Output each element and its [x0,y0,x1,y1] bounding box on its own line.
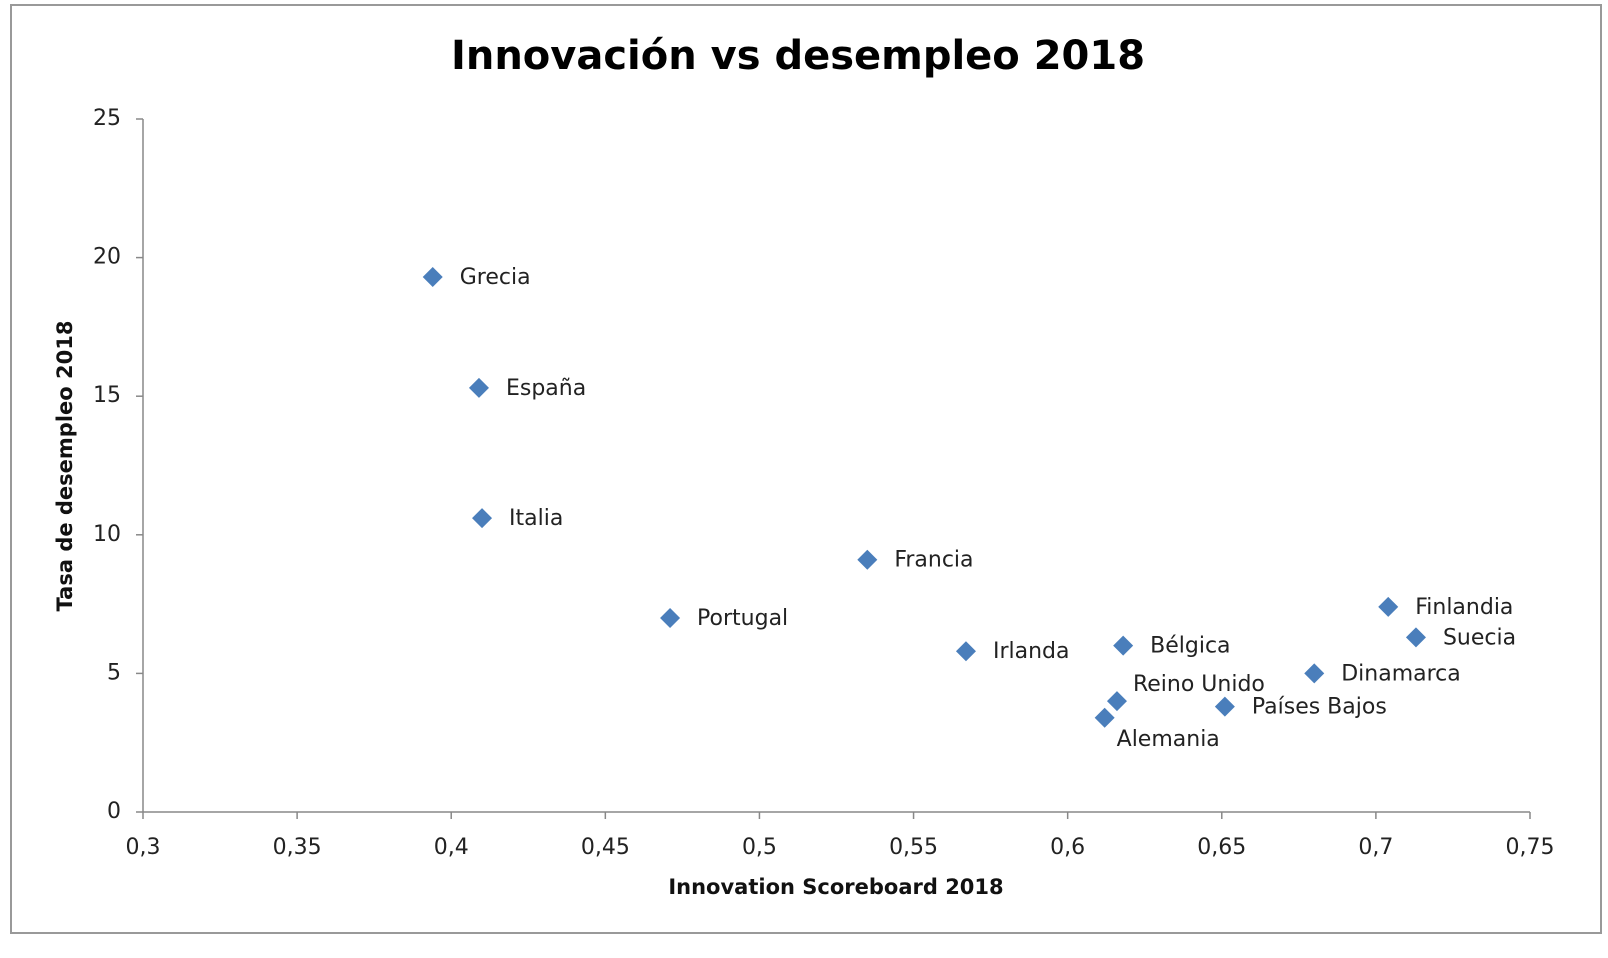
y-axis-label: Tasa de desempleo 2018 [53,321,77,612]
point-label: Italia [509,506,563,531]
point-label: Bélgica [1150,634,1230,659]
y-tick-label: 5 [107,660,121,685]
x-tick-label: 0,35 [273,835,322,860]
point-label: Finlandia [1415,595,1513,620]
point [1106,691,1127,712]
x-tick-label: 0,5 [742,835,777,860]
point [472,508,493,529]
y-tick-label: 0 [107,799,121,824]
x-tick-label: 0,65 [1197,835,1246,860]
x-axis-label: Innovation Scoreboard 2018 [668,875,1003,899]
x-tick-label: 0,75 [1506,835,1555,860]
x-tick-label: 0,4 [434,835,469,860]
x-tick-label: 0,6 [1050,835,1085,860]
point-label: Alemania [1117,727,1220,752]
point-label: Reino Unido [1133,672,1265,697]
point-label: Suecia [1443,625,1516,650]
point [1214,696,1235,717]
point [857,549,878,570]
x-tick-label: 0,55 [889,835,938,860]
point [1405,627,1426,648]
x-tick-label: 0,45 [581,835,630,860]
chart-frame [10,4,1602,934]
point-label: España [506,376,586,401]
point-label: Portugal [697,606,788,631]
point [955,641,976,662]
point-label: Dinamarca [1341,661,1461,686]
x-tick-label: 0,3 [126,835,161,860]
chart-title: Innovación vs desempleo 2018 [451,33,1145,79]
point [660,607,681,628]
y-tick-label: 20 [93,245,121,270]
point [1378,596,1399,617]
point [1113,635,1134,656]
point-label: Francia [894,548,973,573]
point-label: Países Bajos [1252,695,1387,720]
point [422,267,443,288]
point [1304,663,1325,684]
y-tick-label: 10 [93,522,121,547]
point [468,377,489,398]
point [1094,707,1115,728]
y-tick-label: 15 [93,383,121,408]
point-label: Grecia [460,265,531,290]
point-label: Irlanda [993,639,1070,664]
x-tick-label: 0,7 [1358,835,1393,860]
y-tick-label: 25 [93,106,121,131]
